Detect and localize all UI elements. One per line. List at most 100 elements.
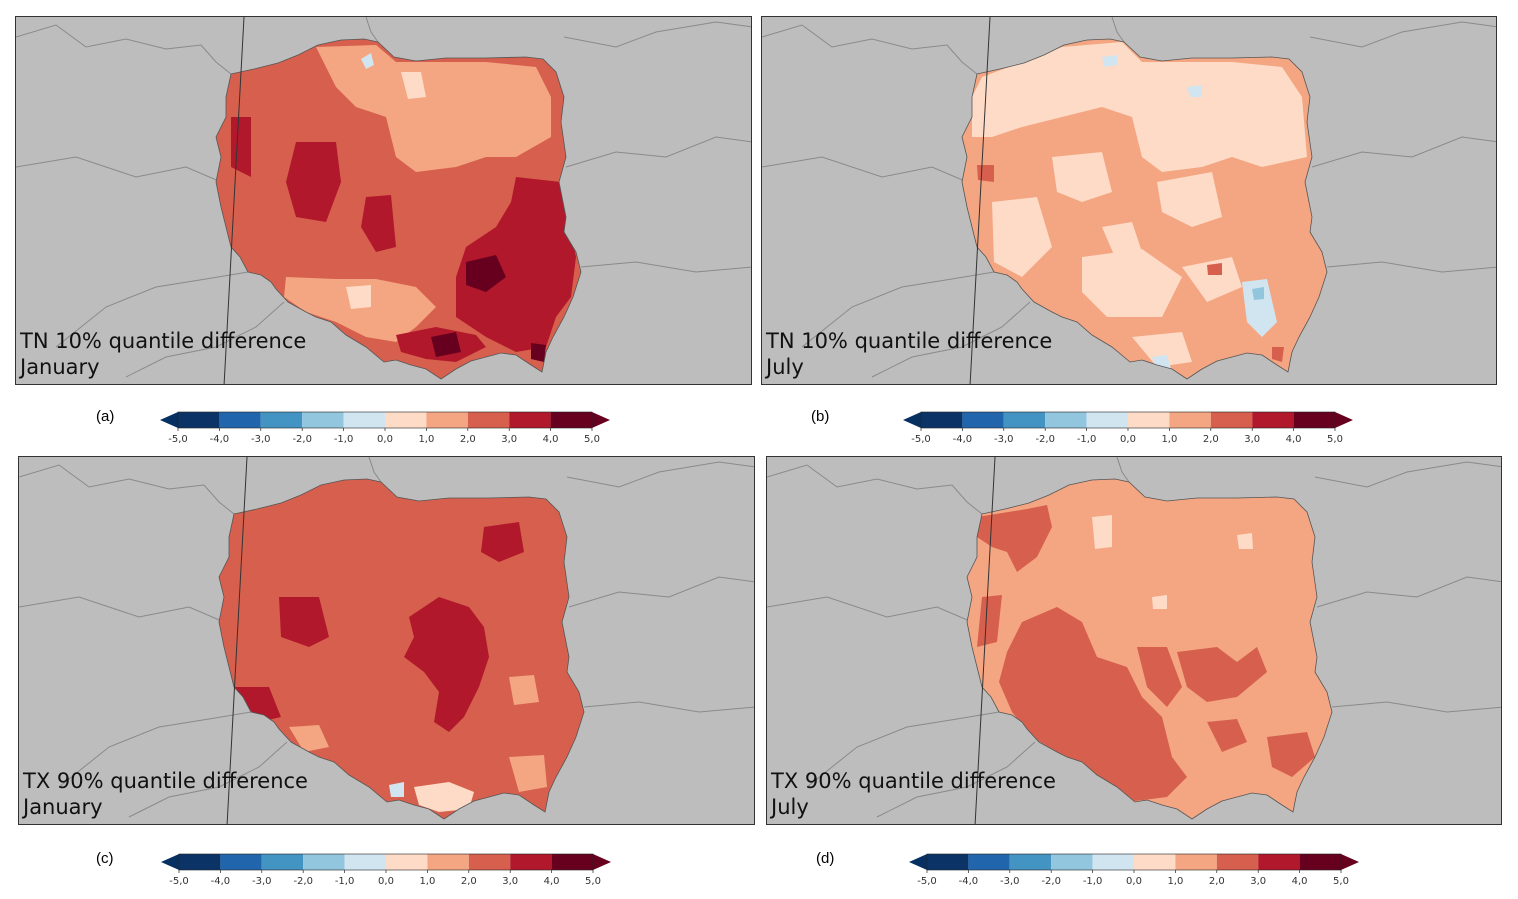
anomaly-patch	[431, 332, 461, 357]
anomaly-patch	[481, 522, 524, 562]
colorbar-segment	[1134, 854, 1176, 870]
colorbar-segment	[510, 854, 552, 870]
colorbar-tick-label: -5,0	[168, 434, 188, 445]
map-title-c: TX 90% quantile difference	[23, 769, 308, 793]
colorbar-segment	[427, 854, 469, 870]
colorbar-tick-label: -3,0	[252, 876, 272, 887]
colorbar-tick-label: 3,0	[1250, 876, 1266, 887]
colorbar-segment	[1003, 412, 1046, 428]
colorbar-segment	[467, 412, 510, 428]
colorbar-segment	[968, 854, 1010, 870]
colorbar-tick-label: 0,0	[377, 434, 393, 445]
country-border-line	[580, 261, 751, 273]
anomaly-patch	[289, 725, 329, 752]
anomaly-patch	[1157, 172, 1222, 227]
anomaly-patches-c	[234, 522, 547, 812]
colorbar-tick-label: -1,0	[334, 434, 354, 445]
anomaly-patch	[1207, 263, 1222, 275]
country-border-line	[19, 596, 225, 623]
colorbar-tick-label: -4,0	[953, 434, 973, 445]
country-border-line	[1309, 21, 1496, 48]
colorbar-tick-label: -1,0	[1083, 876, 1103, 887]
colorbar-tick-label: -2,0	[1035, 434, 1055, 445]
anomaly-patch	[1137, 647, 1182, 707]
colorbar-d: -5,0 -4,0 -3,0 -2,0 -1,0 0,0 1,0 2,0 3,0 4,0 5,0	[909, 852, 1359, 887]
colorbar-tick-label: 3,0	[502, 876, 518, 887]
map-title-d: TX 90% quantile difference	[771, 769, 1056, 793]
country-border-line	[19, 464, 235, 515]
anomaly-patch	[509, 755, 547, 792]
anomaly-patch	[361, 53, 374, 69]
colorbar-tick-label: 1,0	[1167, 876, 1183, 887]
anomaly-patch	[972, 42, 1307, 172]
poland-outline-d	[966, 478, 1333, 820]
poland-outline-c	[218, 478, 585, 820]
map-title-b: TN 10% quantile difference	[766, 329, 1053, 353]
anomaly-patch	[1092, 515, 1112, 549]
anomaly-patch	[1132, 332, 1192, 367]
colorbar-segment	[1169, 412, 1211, 428]
country-border-line	[566, 461, 754, 488]
anomaly-patch	[456, 177, 576, 352]
country-border-line	[583, 701, 754, 713]
anomaly-patch	[1152, 595, 1167, 609]
colorbar-segment	[179, 854, 221, 870]
country-border-line	[16, 24, 232, 75]
colorbar-over-arrow	[592, 412, 610, 428]
colorbar-segment	[1210, 412, 1253, 428]
map-month-a: January	[20, 355, 100, 379]
colorbar-segment	[1051, 854, 1093, 870]
anomaly-patch	[284, 277, 436, 342]
colorbar-segment	[1258, 854, 1300, 870]
country-border-line	[806, 711, 1000, 788]
map-month-b: July	[766, 355, 804, 379]
country-border-line	[568, 576, 754, 608]
country-border-line	[58, 711, 252, 788]
anomaly-patch	[1187, 85, 1202, 97]
colorbar-over-arrow	[1335, 412, 1353, 428]
anomaly-patches-a	[231, 45, 576, 362]
colorbar-segment	[178, 412, 220, 428]
anomaly-patch	[279, 597, 329, 647]
colorbar-c: -5,0 -4,0 -3,0 -2,0 -1,0 0,0 1,0 2,0 3,0 4,0 5,0	[161, 852, 611, 887]
anomaly-patch	[234, 687, 281, 722]
colorbar-tick-label: -2,0	[293, 876, 313, 887]
colorbar-segment	[962, 412, 1004, 428]
anomaly-patch	[1207, 719, 1247, 752]
panel-label-d: (d)	[816, 850, 835, 867]
country-border-line	[876, 741, 1036, 818]
country-border-line	[1311, 136, 1496, 168]
anomaly-patch	[999, 607, 1187, 802]
country-border-line	[55, 271, 249, 348]
map-panel-d: TX 90% quantile difference July	[766, 456, 1502, 825]
anomaly-patch	[1272, 347, 1284, 362]
colorbar-tick-label: 1,0	[419, 876, 435, 887]
colorbar-tick-label: 1,0	[1161, 434, 1177, 445]
country-border-line	[767, 596, 973, 623]
country-border-line	[762, 156, 968, 183]
map-panel-c: TX 90% quantile difference January	[18, 456, 755, 825]
colorbar-tick-label: 3,0	[501, 434, 517, 445]
colorbar-over-arrow	[1341, 854, 1359, 870]
anomaly-patch	[977, 165, 994, 182]
colorbar-tick-label: 0,0	[1120, 434, 1136, 445]
colorbar-under-arrow	[161, 854, 179, 870]
colorbar-segment	[260, 412, 303, 428]
colorbar-tick-label: -3,0	[1000, 876, 1020, 887]
colorbar-tick-label: 5,0	[584, 434, 600, 445]
colorbar-segment	[927, 854, 969, 870]
anomaly-patch	[231, 117, 251, 177]
meridian-line	[223, 17, 245, 384]
colorbar-tick-label: 4,0	[1292, 876, 1308, 887]
country-border-line	[563, 21, 751, 48]
country-border-line	[762, 24, 978, 75]
anomaly-patch	[401, 72, 426, 99]
colorbar-tick-label: -4,0	[211, 876, 231, 887]
colorbar-segment	[1216, 854, 1259, 870]
colorbar-segment	[551, 854, 593, 870]
anomaly-patch	[361, 195, 396, 252]
country-border-line	[365, 17, 379, 43]
map-panel-a: TN 10% quantile difference January	[15, 16, 752, 385]
poland-outline-b	[961, 38, 1328, 380]
country-border-line	[125, 301, 285, 378]
